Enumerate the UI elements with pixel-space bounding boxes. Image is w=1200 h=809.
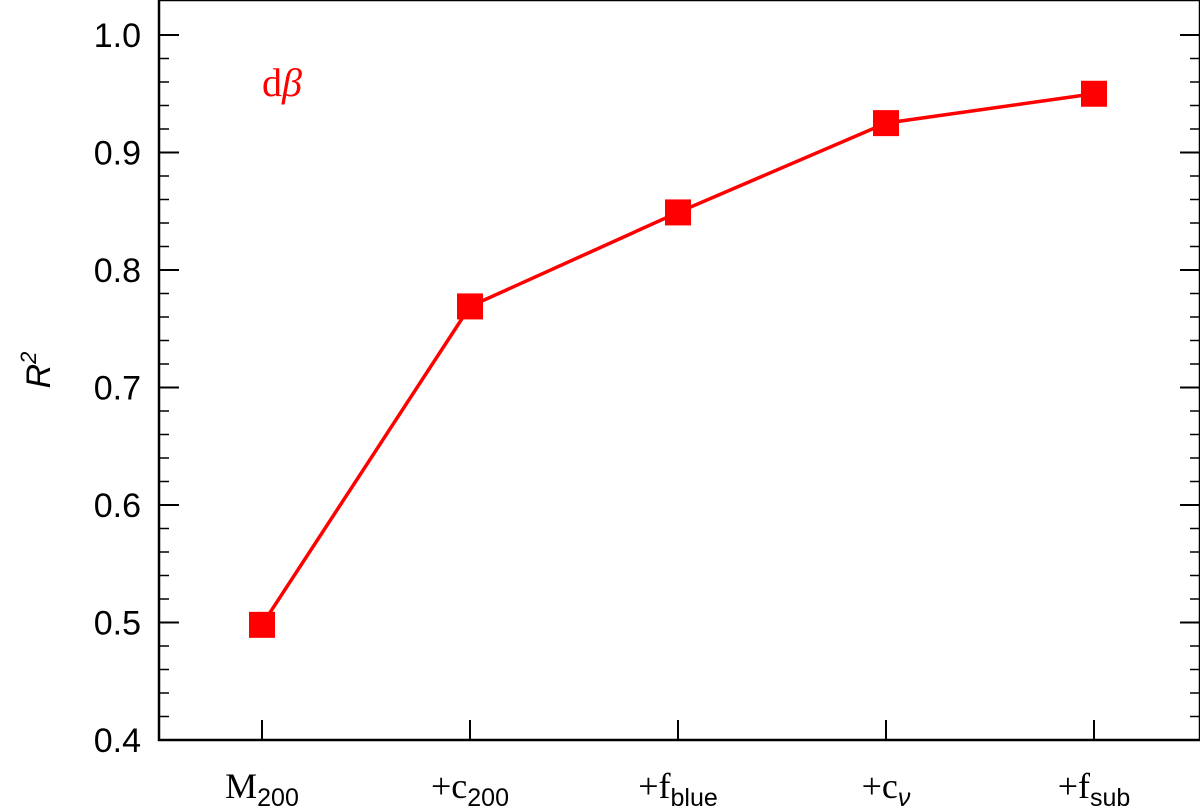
data-point-marker	[457, 293, 483, 320]
y-axis-label-superscript: 2	[16, 352, 41, 365]
y-tick-label: 0.4	[94, 722, 141, 760]
data-point-marker	[249, 611, 275, 638]
series-group	[249, 80, 1107, 638]
y-axis-label: R2	[16, 352, 58, 389]
x-tick-label-main: +c	[862, 766, 898, 806]
x-tick-label: +fsub	[1058, 766, 1131, 809]
annotation-text: d	[262, 60, 282, 105]
x-tick-label: +cν	[862, 766, 911, 809]
x-tick-label: +fblue	[638, 766, 718, 809]
axis-ticks	[159, 34, 1200, 741]
y-tick-label: 0.6	[94, 487, 141, 525]
y-tick-label: 0.9	[94, 135, 141, 173]
y-tick-label: 0.5	[94, 605, 141, 643]
y-tick-label: 0.8	[94, 252, 141, 290]
x-tick-labels: M200 +c200 +fblue +cν +fsub	[225, 766, 1130, 809]
data-point-marker	[1081, 80, 1107, 107]
x-tick-label: +c200	[431, 766, 509, 809]
y-tick-labels: 0.4 0.5 0.6 0.7 0.8 0.9 1.0	[94, 17, 141, 760]
annotation-symbol: β	[281, 60, 302, 105]
x-tick-label-main: +c	[431, 766, 467, 806]
y-axis-label-text: R	[20, 364, 58, 389]
x-tick-label-main: +f	[1058, 766, 1090, 806]
data-point-marker	[665, 199, 691, 226]
x-tick-label-main: +f	[638, 766, 670, 806]
x-tick-label-subscript: sub	[1090, 784, 1130, 809]
x-tick-label: M200	[225, 766, 299, 809]
y-tick-label: 0.7	[94, 370, 141, 408]
x-tick-label-subscript: 200	[467, 784, 509, 809]
y-tick-label: 1.0	[94, 17, 141, 55]
plot-frame	[157, 0, 1200, 742]
x-tick-label-subscript: 200	[257, 784, 299, 809]
series-line	[260, 92, 1095, 626]
data-point-marker	[873, 110, 899, 137]
x-tick-label-subscript: ν	[898, 784, 911, 809]
x-tick-label-main: M	[225, 766, 257, 806]
chart-annotation: dβ	[262, 60, 302, 105]
x-tick-label-subscript: blue	[671, 784, 718, 809]
